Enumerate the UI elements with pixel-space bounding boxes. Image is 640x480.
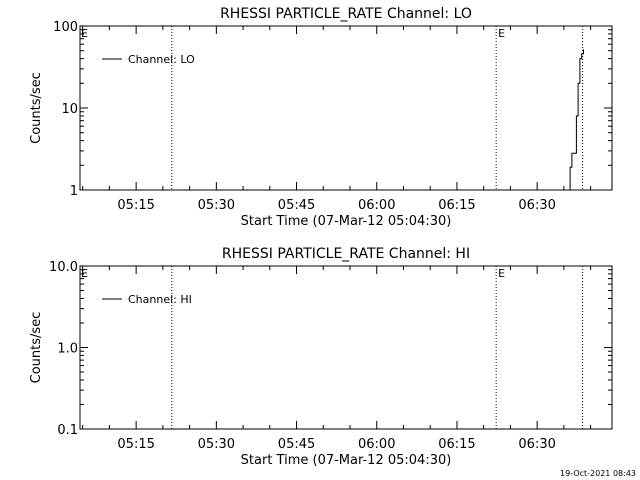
x-tick-label: 06:00	[358, 198, 395, 213]
x-axis-label: Start Time (07-Mar-12 05:04:30)	[241, 453, 452, 468]
legend-label: Channel: HI	[128, 293, 192, 306]
y-tick-label: 1.0	[57, 342, 78, 357]
x-tick-label: 05:15	[117, 198, 154, 213]
edge-marker-label: E	[81, 27, 88, 40]
edge-marker-label: E	[81, 267, 88, 280]
hi-channel-chart: RHESSI PARTICLE_RATE Channel: HI Start Ti…	[29, 246, 613, 468]
x-tick-label: 05:45	[278, 437, 315, 452]
generated-timestamp: 19-Oct-2021 08:43	[560, 469, 636, 478]
marker-label: E	[498, 27, 505, 40]
y-axis-label: Counts/sec	[29, 72, 44, 144]
legend-label: Channel: LO	[128, 53, 195, 66]
y-tick-label: 10.0	[49, 260, 78, 275]
chart-title: RHESSI PARTICLE_RATE Channel: HI	[222, 246, 470, 262]
y-axis-label: Counts/sec	[29, 312, 44, 384]
x-tick-label: 05:15	[117, 437, 154, 452]
marker-label: E	[498, 267, 505, 280]
x-tick-label: 05:45	[278, 198, 315, 213]
y-tick-label: 1	[70, 184, 78, 199]
x-tick-label: 05:30	[198, 198, 235, 213]
x-tick-label: 06:15	[438, 198, 475, 213]
x-tick-label: 05:30	[198, 437, 235, 452]
chart-title: RHESSI PARTICLE_RATE Channel: LO	[220, 6, 472, 22]
y-tick-label: 10	[61, 102, 78, 117]
series-line	[568, 49, 584, 191]
y-tick-label: 100	[53, 20, 78, 35]
x-tick-label: 06:00	[358, 437, 395, 452]
x-axis-label: Start Time (07-Mar-12 05:04:30)	[241, 214, 452, 229]
x-tick-label: 06:30	[518, 198, 555, 213]
x-tick-label: 06:15	[438, 437, 475, 452]
x-tick-label: 06:30	[518, 437, 555, 452]
y-tick-label: 0.1	[57, 423, 78, 438]
lo-channel-chart: RHESSI PARTICLE_RATE Channel: LO Start Ti…	[29, 6, 613, 229]
